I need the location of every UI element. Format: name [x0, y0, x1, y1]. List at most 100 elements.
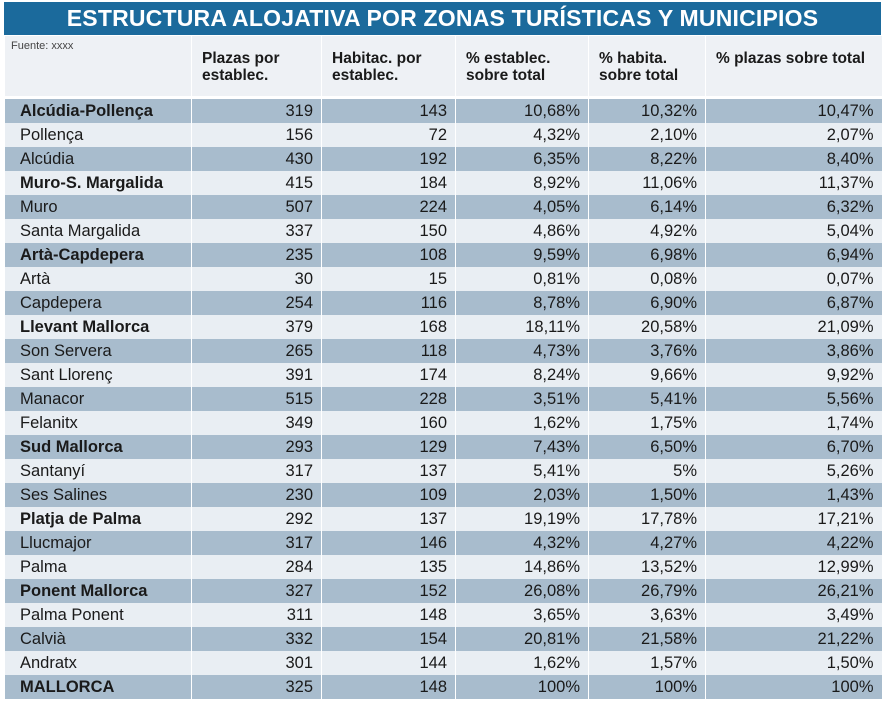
- row-label: Muro-S. Margalida: [4, 171, 192, 195]
- table-cell: 11,06%: [588, 171, 706, 195]
- table-cell: 349: [191, 411, 322, 435]
- table-row: Felanitx 349 160 1,62% 1,75% 1,74%: [4, 411, 882, 435]
- table-row: Llucmajor 317 146 4,32% 4,27% 4,22%: [4, 531, 882, 555]
- row-label: Manacor: [4, 387, 192, 411]
- table-row: Capdepera 254 116 8,78% 6,90% 6,87%: [4, 291, 882, 315]
- table-row: Artà-Capdepera 235 108 9,59% 6,98% 6,94%: [4, 243, 882, 267]
- table-cell: 1,57%: [588, 651, 706, 675]
- table-cell: 144: [321, 651, 456, 675]
- table-cell: 332: [191, 627, 322, 651]
- table-cell: 325: [191, 675, 322, 699]
- table-cell: 4,73%: [455, 339, 589, 363]
- table-cell: 1,50%: [705, 651, 882, 675]
- table-cell: 6,32%: [705, 195, 882, 219]
- table-row: Llevant Mallorca 379 168 18,11% 20,58% 21,09%: [4, 315, 882, 339]
- row-label: Alcúdia: [4, 147, 192, 171]
- table-cell: 17,78%: [588, 507, 706, 531]
- table-cell: 230: [191, 483, 322, 507]
- table-cell: 6,14%: [588, 195, 706, 219]
- table-cell: 18,11%: [455, 315, 589, 339]
- table-cell: 156: [191, 123, 322, 147]
- table-row: Ponent Mallorca 327 152 26,08% 26,79% 26,21%: [4, 579, 882, 603]
- table-cell: 254: [191, 291, 322, 315]
- table-cell: 8,40%: [705, 147, 882, 171]
- table-cell: 3,86%: [705, 339, 882, 363]
- table-body: Alcúdia-Pollença 319 143 10,68% 10,32% 10,47%…: [4, 99, 882, 699]
- table-cell: 4,92%: [588, 219, 706, 243]
- row-label: Sud Mallorca: [4, 435, 192, 459]
- table-cell: 4,22%: [705, 531, 882, 555]
- row-label: Llucmajor: [4, 531, 192, 555]
- table-cell: 1,62%: [455, 411, 589, 435]
- table-cell: 146: [321, 531, 456, 555]
- table-cell: 0,81%: [455, 267, 589, 291]
- table-cell: 2,07%: [705, 123, 882, 147]
- table-cell: 168: [321, 315, 456, 339]
- table-cell: 293: [191, 435, 322, 459]
- row-label: Ses Salines: [4, 483, 192, 507]
- source-note: Fuente: xxxx: [4, 36, 192, 96]
- table-cell: 116: [321, 291, 456, 315]
- table-cell: 1,75%: [588, 411, 706, 435]
- row-label: Artà-Capdepera: [4, 243, 192, 267]
- table-row: Muro-S. Margalida 415 184 8,92% 11,06% 11,37%: [4, 171, 882, 195]
- column-header: % habita. sobre total: [588, 36, 706, 96]
- table-cell: 379: [191, 315, 322, 339]
- table-cell: 5,41%: [455, 459, 589, 483]
- table-cell: 228: [321, 387, 456, 411]
- table-cell: 515: [191, 387, 322, 411]
- table-cell: 284: [191, 555, 322, 579]
- table-cell: 2,10%: [588, 123, 706, 147]
- table-cell: 192: [321, 147, 456, 171]
- table-cell: 21,22%: [705, 627, 882, 651]
- table-cell: 292: [191, 507, 322, 531]
- row-label: Artà: [4, 267, 192, 291]
- table-row: Andratx 301 144 1,62% 1,57% 1,50%: [4, 651, 882, 675]
- page-title: ESTRUCTURA ALOJATIVA POR ZONAS TURÍSTICA…: [4, 2, 881, 35]
- table-cell: 72: [321, 123, 456, 147]
- table-cell: 21,09%: [705, 315, 882, 339]
- table-cell: 17,21%: [705, 507, 882, 531]
- row-label: Muro: [4, 195, 192, 219]
- table-cell: 1,74%: [705, 411, 882, 435]
- row-label: Calvià: [4, 627, 192, 651]
- table-cell: 6,94%: [705, 243, 882, 267]
- table-row: Sud Mallorca 293 129 7,43% 6,50% 6,70%: [4, 435, 882, 459]
- table-cell: 174: [321, 363, 456, 387]
- column-header: Habitac. por establec.: [321, 36, 456, 96]
- table-cell: 9,59%: [455, 243, 589, 267]
- table-cell: 265: [191, 339, 322, 363]
- table-cell: 26,21%: [705, 579, 882, 603]
- table-cell: 154: [321, 627, 456, 651]
- table-cell: 10,68%: [455, 99, 589, 123]
- table-cell: 5,56%: [705, 387, 882, 411]
- column-header: % plazas sobre total: [705, 36, 882, 96]
- table-cell: 6,87%: [705, 291, 882, 315]
- row-label: Sant Llorenç: [4, 363, 192, 387]
- row-label: Felanitx: [4, 411, 192, 435]
- table-cell: 4,86%: [455, 219, 589, 243]
- table-cell: 10,47%: [705, 99, 882, 123]
- table-cell: 14,86%: [455, 555, 589, 579]
- table-cell: 415: [191, 171, 322, 195]
- table-cell: 160: [321, 411, 456, 435]
- table-cell: 8,92%: [455, 171, 589, 195]
- table-cell: 317: [191, 531, 322, 555]
- table-cell: 143: [321, 99, 456, 123]
- table-cell: 12,99%: [705, 555, 882, 579]
- table-row: Santa Margalida 337 150 4,86% 4,92% 5,04%: [4, 219, 882, 243]
- table-cell: 118: [321, 339, 456, 363]
- row-label: Capdepera: [4, 291, 192, 315]
- table-row: Santanyí 317 137 5,41% 5% 5,26%: [4, 459, 882, 483]
- table-cell: 108: [321, 243, 456, 267]
- table-cell: 100%: [455, 675, 589, 699]
- table-cell: 6,70%: [705, 435, 882, 459]
- table-cell: 100%: [588, 675, 706, 699]
- table-cell: 20,81%: [455, 627, 589, 651]
- table-row: Sant Llorenç 391 174 8,24% 9,66% 9,92%: [4, 363, 882, 387]
- table-cell: 137: [321, 507, 456, 531]
- table-cell: 184: [321, 171, 456, 195]
- column-header: Plazas por establec.: [191, 36, 322, 96]
- table-cell: 3,49%: [705, 603, 882, 627]
- table-cell: 6,90%: [588, 291, 706, 315]
